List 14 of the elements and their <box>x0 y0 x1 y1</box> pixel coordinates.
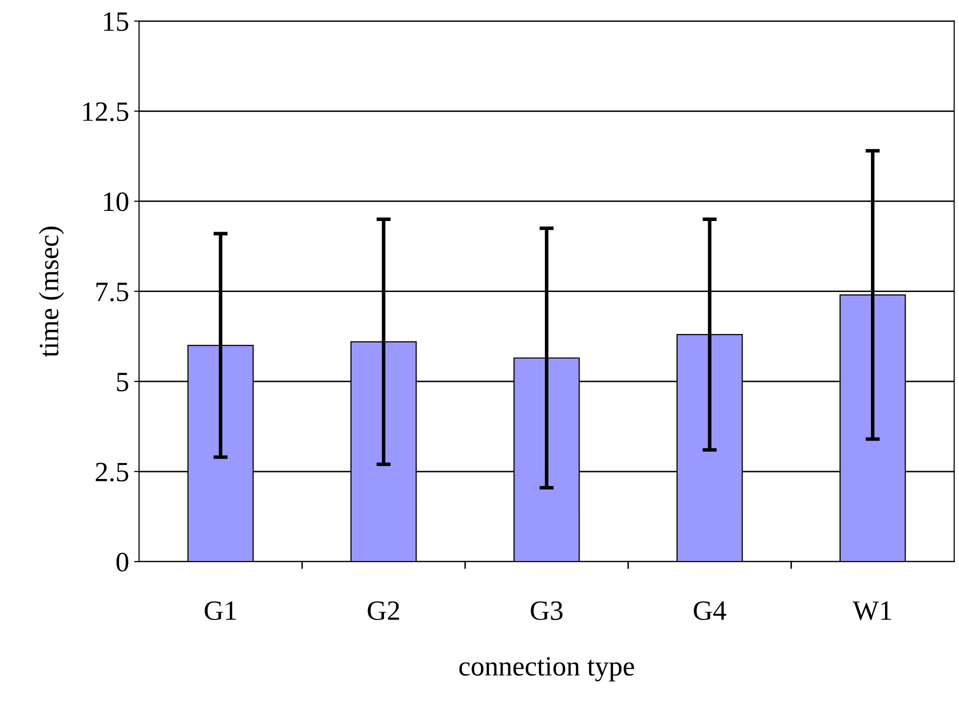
x-tick-label: W1 <box>852 601 892 620</box>
x-tick-label: G3 <box>530 601 563 620</box>
y-axis-title: time (msec) <box>38 226 64 358</box>
x-tick-label: G2 <box>368 601 400 620</box>
y-tick-label: 15 <box>104 12 128 31</box>
x-axis-title: connection type <box>459 657 634 682</box>
y-tick-label: 2.5 <box>96 462 128 482</box>
y-tick-label: 5 <box>117 372 128 392</box>
x-tick-label: G4 <box>694 601 726 620</box>
y-tick-label: 10 <box>104 192 128 212</box>
x-tick-label: G1 <box>204 601 236 620</box>
y-tick-label: 7.5 <box>96 282 128 302</box>
y-tick-label: 12.5 <box>83 102 128 122</box>
y-tick-label: 0 <box>116 552 128 572</box>
